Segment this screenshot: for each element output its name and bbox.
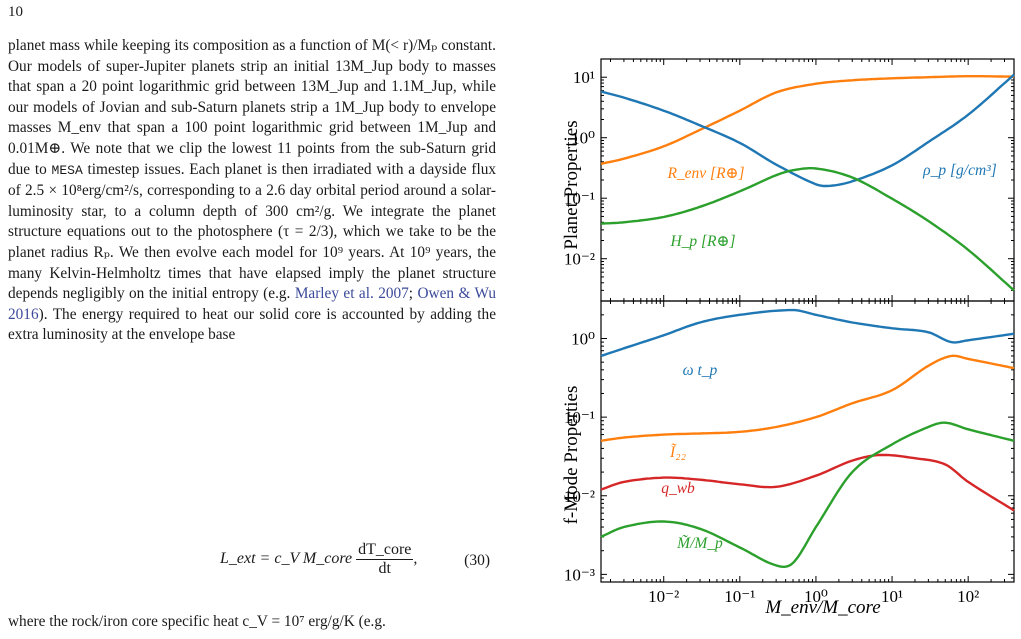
top-y-tick-label: 10⁰ bbox=[571, 129, 595, 148]
bottom-y-tick-label: 10⁰ bbox=[571, 330, 595, 349]
bottom-y-tick-label: 10⁻³ bbox=[564, 565, 595, 584]
top-series-line-green bbox=[600, 167, 1015, 292]
top-y-tick-label: 10⁻¹ bbox=[564, 189, 595, 208]
top-series-line-blue bbox=[600, 73, 1015, 188]
bottom-x-tick-label: 10⁻¹ bbox=[724, 587, 755, 606]
bottom-panel-frame bbox=[600, 300, 1015, 583]
bottom-series-line-orange bbox=[600, 354, 1015, 442]
paragraph-text-2: timestep issues. Each planet is then irr… bbox=[8, 160, 496, 303]
body-text-last-line: where the rock/iron core specific heat c… bbox=[8, 613, 386, 630]
paragraph-text: planet mass while keeping its compositio… bbox=[8, 37, 496, 178]
bottom-series-label-red: q_wb bbox=[661, 480, 695, 497]
bottom-series-label-green: M̃/M_p bbox=[676, 535, 723, 552]
bottom-y-tick-label: 10⁻¹ bbox=[564, 408, 595, 427]
equation-trail: , bbox=[413, 550, 418, 568]
top-panel-ylabel: Planet Properties bbox=[561, 120, 582, 249]
bottom-panel-ylabel: f-Mode Properties bbox=[561, 386, 582, 525]
body-paragraph: planet mass while keeping its compositio… bbox=[8, 36, 496, 346]
bottom-series-label-blue: ω t_p bbox=[683, 362, 718, 379]
top-series-label-blue: ρ_p [g/cm³] bbox=[922, 162, 997, 179]
equation-fraction: dT_core dt bbox=[356, 541, 414, 578]
bottom-x-tick-label: 10² bbox=[957, 587, 979, 606]
bottom-series-line-blue bbox=[600, 308, 1015, 358]
page-number: 10 bbox=[8, 4, 23, 20]
equation-lhs: L_ext = c_V M_core bbox=[220, 550, 353, 568]
equation-number: (30) bbox=[464, 552, 490, 569]
top-y-tick-label: 10⁻² bbox=[564, 250, 595, 269]
paragraph-text-3: ). The energy required to heat our solid… bbox=[8, 305, 496, 344]
bottom-series-label-orange: Ĩ₂₂ bbox=[669, 444, 687, 461]
bottom-series-line-red bbox=[600, 453, 1015, 512]
bottom-x-tick-label: 10⁰ bbox=[804, 587, 828, 606]
bottom-x-tick-label: 10¹ bbox=[881, 587, 903, 606]
body-text-column: planet mass while keeping its compositio… bbox=[8, 36, 496, 346]
bottom-series-line-green bbox=[600, 421, 1015, 568]
top-panel-frame bbox=[600, 58, 1015, 302]
citation-separator: ; bbox=[408, 285, 414, 303]
bottom-y-tick-label: 10⁻² bbox=[564, 487, 595, 506]
citation-link-marley[interactable]: Marley et al. 2007 bbox=[294, 285, 409, 303]
equation-numerator: dT_core bbox=[356, 541, 414, 560]
equation-denominator: dt bbox=[378, 560, 391, 577]
top-y-tick-label: 10¹ bbox=[573, 68, 595, 87]
mesa-code: MESA bbox=[51, 162, 83, 178]
top-series-label-green: H_p [R⊕] bbox=[669, 233, 735, 250]
x-axis-label: M_env/M_core bbox=[764, 597, 880, 618]
equation-body: L_ext = c_V M_core dT_core dt , bbox=[220, 541, 417, 578]
citation-link-owen[interactable]: Owen & Wu 2016 bbox=[8, 285, 496, 323]
equation-30: L_ext = c_V M_core dT_core dt , (30) bbox=[8, 541, 496, 581]
top-series-label-orange: R_env [R⊕] bbox=[666, 165, 744, 182]
bottom-x-tick-label: 10⁻² bbox=[648, 587, 679, 606]
top-series-line-orange bbox=[600, 75, 1015, 165]
